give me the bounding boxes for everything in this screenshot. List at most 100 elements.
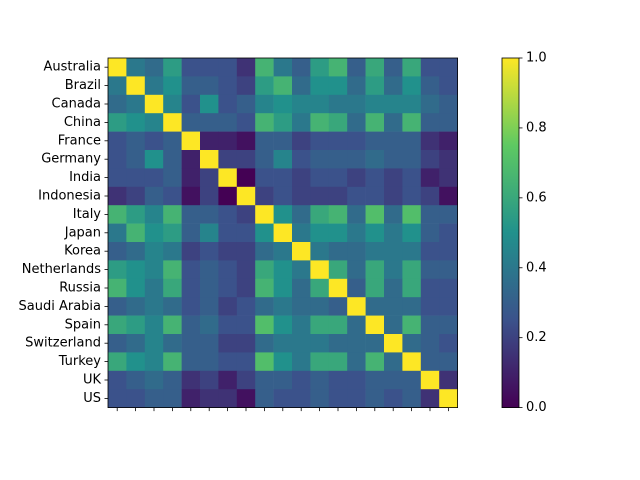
heatmap-cell-us-russia: [328, 389, 348, 408]
heatmap-cell-indonesia-india: [218, 186, 238, 206]
heatmap-cell-indonesia-france: [181, 186, 201, 206]
heatmap-cell-netherlands-uk: [420, 260, 440, 280]
heatmap-cell-china-korea: [292, 113, 311, 132]
heatmap-cell-japan-india: [218, 223, 238, 243]
heatmap-cell-spain-china: [163, 315, 182, 335]
heatmap-cell-india-france: [181, 168, 201, 188]
heatmap-cell-brazil-korea: [292, 76, 311, 96]
heatmap-cell-france-japan: [273, 131, 293, 151]
heatmap-cell-germany-indonesia: [236, 150, 256, 169]
heatmap-cell-switzerland-japan: [273, 334, 293, 353]
heatmap-cell-germany-us: [439, 150, 458, 169]
heatmap-cell-switzerland-indonesia: [236, 334, 256, 353]
heatmap-cell-netherlands-saudi-arabia: [347, 260, 366, 280]
heatmap-cell-china-netherlands: [310, 113, 330, 132]
heatmap-cell-uk-turkey: [402, 370, 422, 390]
heatmap-cell-switzerland-france: [181, 334, 201, 353]
heatmap-cell-canada-germany: [200, 94, 219, 114]
heatmap-cell-netherlands-indonesia: [236, 260, 256, 280]
heatmap-cell-japan-brazil: [126, 223, 146, 243]
heatmap-cell-france-australia: [108, 131, 127, 151]
heatmap-cell-australia-uk: [420, 58, 440, 77]
y-tick-label-spain: Spain: [65, 317, 101, 332]
heatmap-cell-turkey-indonesia: [236, 352, 256, 372]
heatmap-cell-indonesia-indonesia: [236, 186, 256, 206]
y-tick-label-brazil: Brazil: [65, 78, 101, 93]
heatmap-cell-germany-turkey: [402, 150, 422, 169]
heatmap-cell-china-spain: [365, 113, 385, 132]
heatmap-cell-france-china: [163, 131, 182, 151]
heatmap-cell-netherlands-india: [218, 260, 238, 280]
heatmap-cell-saudi-arabia-uk: [420, 297, 440, 316]
heatmap-cell-germany-saudi-arabia: [347, 150, 366, 169]
heatmap-cell-spain-us: [439, 315, 458, 335]
heatmap-cell-france-italy: [255, 131, 274, 151]
heatmap-cell-china-italy: [255, 113, 274, 132]
y-tick-label-china: China: [64, 115, 101, 130]
heatmap-cell-switzerland-switzerland: [384, 334, 403, 353]
heatmap-cell-indonesia-russia: [328, 186, 348, 206]
heatmap-cell-italy-korea: [292, 205, 311, 224]
heatmap-cell-korea-australia: [108, 242, 127, 261]
heatmap-cell-korea-russia: [328, 242, 348, 261]
heatmap-cell-australia-brazil: [126, 58, 146, 77]
x-axis: [116, 407, 449, 412]
heatmap-cell-spain-italy: [255, 315, 274, 335]
heatmap-cell-spain-spain: [365, 315, 385, 335]
heatmap-cell-uk-us: [439, 370, 458, 390]
heatmap-cell-italy-france: [181, 205, 201, 224]
heatmap-cell-turkey-japan: [273, 352, 293, 372]
heatmap-cell-us-germany: [200, 389, 219, 408]
heatmap-cell-switzerland-brazil: [126, 334, 146, 353]
heatmap-cell-us-japan: [273, 389, 293, 408]
heatmap-cell-germany-switzerland: [384, 150, 403, 169]
heatmap-cell-india-canada: [144, 168, 164, 188]
heatmap-cell-switzerland-saudi-arabia: [347, 334, 366, 353]
heatmap-cell-korea-brazil: [126, 242, 146, 261]
heatmap-cell-canada-china: [163, 94, 182, 114]
heatmap-cell-spain-indonesia: [236, 315, 256, 335]
heatmap-cell-japan-spain: [365, 223, 385, 243]
heatmap-cell-spain-saudi-arabia: [347, 315, 366, 335]
colorbar-tick-label: 0.8: [526, 120, 547, 135]
heatmap-cell-spain-netherlands: [310, 315, 330, 335]
heatmap-cell-canada-indonesia: [236, 94, 256, 114]
heatmap-cell-saudi-arabia-indonesia: [236, 297, 256, 316]
colorbar-tick-label: 1.0: [526, 51, 547, 66]
heatmap-cell-netherlands-australia: [108, 260, 127, 280]
heatmap-cell-spain-australia: [108, 315, 127, 335]
heatmap-cell-canada-turkey: [402, 94, 422, 114]
heatmap-cell-brazil-australia: [108, 76, 127, 96]
heatmap-cell-india-australia: [108, 168, 127, 188]
heatmap-cell-canada-netherlands: [310, 94, 330, 114]
y-tick-label-korea: Korea: [64, 244, 101, 259]
heatmap-cell-uk-italy: [255, 370, 274, 390]
heatmap-cell-japan-korea: [292, 223, 311, 243]
heatmap-cell-russia-saudi-arabia: [347, 278, 366, 298]
heatmap-cell-netherlands-korea: [292, 260, 311, 280]
heatmap-cell-us-switzerland: [384, 389, 403, 408]
heatmap-cell-germany-uk: [420, 150, 440, 169]
heatmap-cell-china-saudi-arabia: [347, 113, 366, 132]
heatmap-cell-brazil-japan: [273, 76, 293, 96]
heatmap-cell-india-saudi-arabia: [347, 168, 366, 188]
heatmap-cell-spain-india: [218, 315, 238, 335]
heatmap-cell-germany-india: [218, 150, 238, 169]
heatmap-cell-indonesia-netherlands: [310, 186, 330, 206]
heatmap-cell-saudi-arabia-italy: [255, 297, 274, 316]
heatmap-cell-brazil-switzerland: [384, 76, 403, 96]
heatmap-cell-china-brazil: [126, 113, 146, 132]
heatmap-cell-russia-france: [181, 278, 201, 298]
heatmap-cell-spain-brazil: [126, 315, 146, 335]
heatmap-cell-italy-india: [218, 205, 238, 224]
heatmap-cell-switzerland-china: [163, 334, 182, 353]
heatmap-cell-us-uk: [420, 389, 440, 408]
heatmap-cell-australia-india: [218, 58, 238, 77]
heatmap-cell-china-switzerland: [384, 113, 403, 132]
heatmap-cell-saudi-arabia-brazil: [126, 297, 146, 316]
heatmap-cell-spain-korea: [292, 315, 311, 335]
heatmap-cell-brazil-china: [163, 76, 182, 96]
heatmap-cell-japan-canada: [144, 223, 164, 243]
heatmap-cell-russia-turkey: [402, 278, 422, 298]
heatmap-cell-switzerland-india: [218, 334, 238, 353]
